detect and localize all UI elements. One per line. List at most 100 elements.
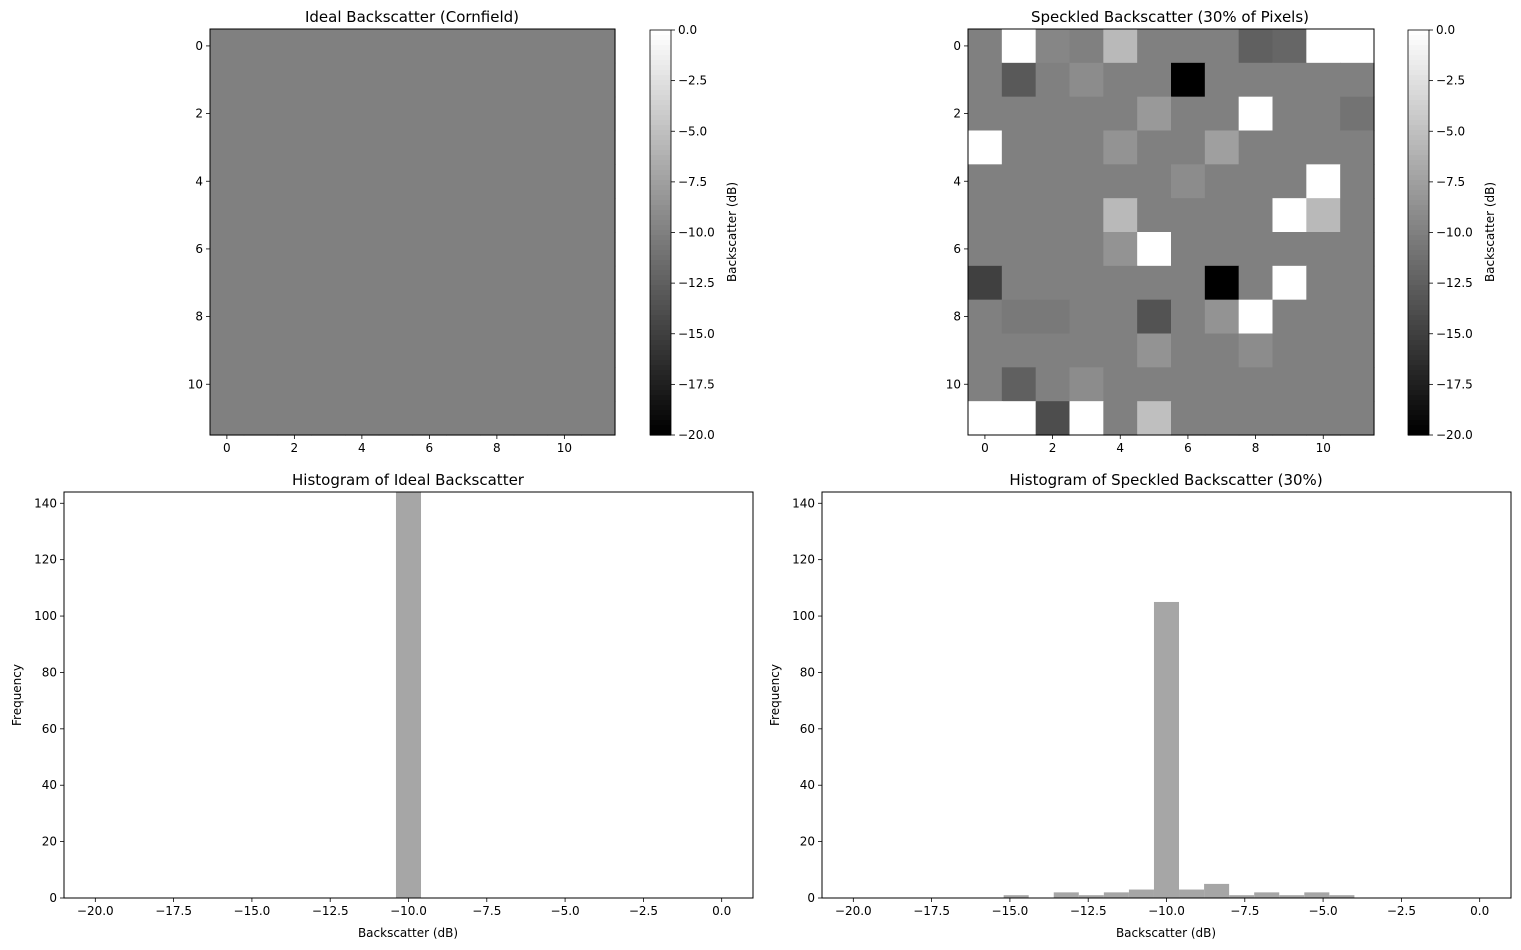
heatmap-cell: [547, 130, 582, 165]
heatmap-cell: [210, 367, 245, 402]
heatmap-cell: [547, 62, 582, 98]
colorbar-swatch: [1408, 255, 1429, 261]
colorbar-swatch: [1408, 40, 1429, 46]
x-tick-label: 10: [557, 441, 572, 455]
colorbar-swatch: [1408, 370, 1429, 376]
heatmap-cell: [1001, 96, 1037, 132]
colorbar-swatch: [1408, 180, 1429, 186]
heatmap-cell: [277, 265, 312, 301]
heatmap-cell: [446, 333, 481, 368]
x-tick-label: −15.0: [234, 904, 271, 918]
histogram-speckled-title: Histogram of Speckled Backscatter (30%): [1009, 471, 1322, 489]
colorbar-swatch: [650, 180, 671, 186]
colorbar-swatch: [650, 40, 671, 46]
colorbar-tick-label: −20.0: [1436, 428, 1473, 442]
heatmap-cell: [547, 265, 582, 301]
colorbar-swatch: [1408, 70, 1429, 76]
colorbar-swatch: [1408, 55, 1429, 61]
colorbar-swatch: [650, 305, 671, 311]
colorbar-swatch: [1408, 30, 1429, 36]
colorbar-swatch: [1408, 105, 1429, 111]
heatmap-cell: [210, 29, 245, 64]
x-tick-label: 4: [358, 441, 366, 455]
y-tick-label: 120: [34, 553, 57, 567]
heatmap-cell: [1069, 198, 1104, 233]
heatmap-cell: [1069, 367, 1104, 402]
histogram-bar: [395, 492, 422, 898]
heatmap-cell: [581, 265, 616, 301]
colorbar-tick-label: −12.5: [678, 276, 715, 290]
colorbar-swatch: [650, 165, 671, 171]
colorbar-tick-label: −15.0: [678, 327, 715, 341]
colorbar-swatch: [650, 290, 671, 296]
colorbar-speckled-ticks: 0.0 −2.5 −5.0 −7.5 −10.0 −12.5 −15.0 −17.5 −20.0: [1429, 23, 1473, 442]
y-tick-label: 80: [800, 665, 815, 679]
heatmap-cell: [243, 265, 279, 301]
heatmap-cell: [1035, 96, 1071, 132]
heatmap-cell: [412, 367, 447, 402]
heatmap-ideal-title: Ideal Backscatter (Cornfield): [305, 8, 519, 26]
colorbar-swatch: [1408, 345, 1429, 351]
heatmap-cell: [1069, 299, 1104, 335]
heatmap-cell: [1137, 265, 1172, 301]
panel-ideal-histogram: Histogram of Ideal Backscatter −20.0 −17.…: [10, 471, 754, 940]
colorbar-swatch: [650, 240, 671, 246]
colorbar-swatch: [650, 205, 671, 211]
heatmap-cell: [1306, 333, 1341, 368]
colorbar-swatch: [650, 340, 671, 346]
heatmap-cell: [345, 299, 380, 335]
heatmap-cell: [1171, 401, 1206, 436]
colorbar-swatch: [650, 330, 671, 336]
x-tick-label: 8: [493, 441, 501, 455]
colorbar-swatch: [1408, 135, 1429, 141]
heatmap-cell: [1001, 367, 1037, 402]
heatmap-cell: [1103, 62, 1138, 98]
colorbar-swatch: [1408, 295, 1429, 301]
heatmap-cell: [277, 29, 312, 64]
colorbar-swatch: [650, 275, 671, 281]
heatmap-cell: [1103, 29, 1138, 64]
heatmap-cell: [345, 62, 380, 98]
heatmap-cell: [1171, 367, 1206, 402]
heatmap-cell: [1001, 265, 1037, 301]
heatmap-cell: [378, 198, 414, 233]
heatmap-cell: [513, 265, 549, 301]
x-tick-label: −12.5: [312, 904, 349, 918]
heatmap-cell: [1272, 29, 1307, 64]
heatmap-cell: [1238, 401, 1274, 436]
colorbar-swatch: [1408, 405, 1429, 411]
heatmap-cell: [243, 29, 279, 64]
y-tick-label: 0: [953, 39, 961, 53]
heatmap-cell: [1306, 164, 1341, 199]
heatmap-speckled-cells: [968, 29, 1375, 436]
y-tick-label: 80: [42, 665, 57, 679]
heatmap-cell: [1340, 164, 1375, 199]
heatmap-cell: [513, 232, 549, 267]
colorbar-swatch: [1408, 60, 1429, 66]
heatmap-cell: [1103, 299, 1138, 335]
colorbar-swatch: [650, 350, 671, 356]
heatmap-cell: [1069, 29, 1104, 64]
heatmap-cell: [1204, 299, 1240, 335]
colorbar-swatch: [650, 120, 671, 126]
heatmap-cell: [581, 367, 616, 402]
heatmap-cell: [243, 198, 279, 233]
heatmap-cell: [277, 96, 312, 132]
colorbar-speckled: 0.0 −2.5 −5.0 −7.5 −10.0 −12.5 −15.0 −17.5 −20.0…: [1407, 23, 1497, 442]
heatmap-cell: [1035, 198, 1071, 233]
heatmap-cell: [1340, 62, 1375, 98]
heatmap-cell: [210, 164, 245, 199]
heatmap-cell: [968, 130, 1003, 165]
colorbar-swatch: [1408, 65, 1429, 71]
colorbar-tick-label: −10.0: [1436, 226, 1473, 240]
heatmap-cell: [1306, 401, 1341, 436]
heatmap-cell: [581, 198, 616, 233]
heatmap-cell: [480, 401, 515, 436]
heatmap-cell: [1238, 367, 1274, 402]
x-tick-label: −7.5: [1230, 904, 1259, 918]
colorbar-swatch: [1408, 35, 1429, 41]
colorbar-swatch: [1408, 375, 1429, 381]
heatmap-cell: [446, 164, 481, 199]
colorbar-swatch: [1408, 425, 1429, 431]
heatmap-cell: [581, 96, 616, 132]
